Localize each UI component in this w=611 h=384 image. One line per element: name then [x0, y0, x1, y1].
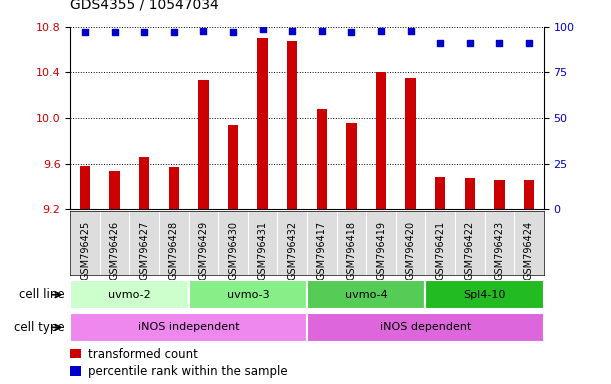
Text: GSM796421: GSM796421 [435, 221, 445, 280]
Bar [307, 280, 425, 309]
Text: GSM796431: GSM796431 [258, 221, 268, 280]
Text: uvmo-2: uvmo-2 [108, 290, 151, 300]
Point [524, 40, 534, 46]
Text: GSM796417: GSM796417 [317, 221, 327, 280]
Bar [425, 280, 544, 309]
Text: GSM796418: GSM796418 [346, 221, 356, 280]
Point [110, 29, 120, 35]
Bar [70, 349, 81, 358]
Point [406, 28, 415, 34]
Bar [109, 170, 120, 209]
Bar [307, 313, 544, 342]
Bar [189, 280, 307, 309]
Bar [198, 81, 208, 209]
Text: cell line: cell line [18, 288, 64, 301]
Point [465, 40, 475, 46]
Text: GSM796427: GSM796427 [139, 221, 149, 280]
Text: GSM796426: GSM796426 [109, 221, 120, 280]
Text: percentile rank within the sample: percentile rank within the sample [88, 365, 288, 378]
Bar [139, 157, 150, 209]
Bar [435, 177, 445, 209]
Bar [257, 38, 268, 209]
Text: iNOS dependent: iNOS dependent [379, 322, 471, 333]
Bar [70, 366, 81, 376]
Bar [70, 313, 307, 342]
Text: GSM796429: GSM796429 [199, 221, 208, 280]
Text: GSM796419: GSM796419 [376, 221, 386, 280]
Text: GSM796425: GSM796425 [80, 221, 90, 280]
Bar [524, 180, 534, 209]
Point [494, 40, 504, 46]
Text: uvmo-4: uvmo-4 [345, 290, 387, 300]
Text: GSM796424: GSM796424 [524, 221, 534, 280]
Bar [80, 166, 90, 209]
Point [287, 28, 297, 34]
Text: transformed count: transformed count [88, 348, 198, 361]
Point [228, 29, 238, 35]
Text: GSM796420: GSM796420 [406, 221, 415, 280]
Text: cell type: cell type [13, 321, 64, 334]
Text: GSM796428: GSM796428 [169, 221, 179, 280]
Point [435, 40, 445, 46]
Bar [406, 78, 416, 209]
Bar [346, 122, 357, 209]
Point [169, 29, 179, 35]
Point [139, 29, 149, 35]
Point [199, 28, 208, 34]
Text: GSM796423: GSM796423 [494, 221, 505, 280]
Bar [494, 180, 505, 209]
Bar [70, 280, 189, 309]
Bar [376, 73, 386, 209]
Text: GSM796430: GSM796430 [228, 221, 238, 280]
Text: GSM796422: GSM796422 [465, 221, 475, 280]
Bar [464, 179, 475, 209]
Text: GDS4355 / 10547034: GDS4355 / 10547034 [70, 0, 219, 12]
Text: iNOS independent: iNOS independent [138, 322, 240, 333]
Bar [169, 167, 179, 209]
Text: uvmo-3: uvmo-3 [227, 290, 269, 300]
Bar [316, 109, 327, 209]
Bar [287, 41, 298, 209]
Point [80, 29, 90, 35]
Text: GSM796432: GSM796432 [287, 221, 297, 280]
Point [376, 28, 386, 34]
Bar [228, 125, 238, 209]
Text: Spl4-10: Spl4-10 [463, 290, 506, 300]
Point [258, 26, 268, 32]
Point [346, 29, 356, 35]
Point [317, 28, 327, 34]
